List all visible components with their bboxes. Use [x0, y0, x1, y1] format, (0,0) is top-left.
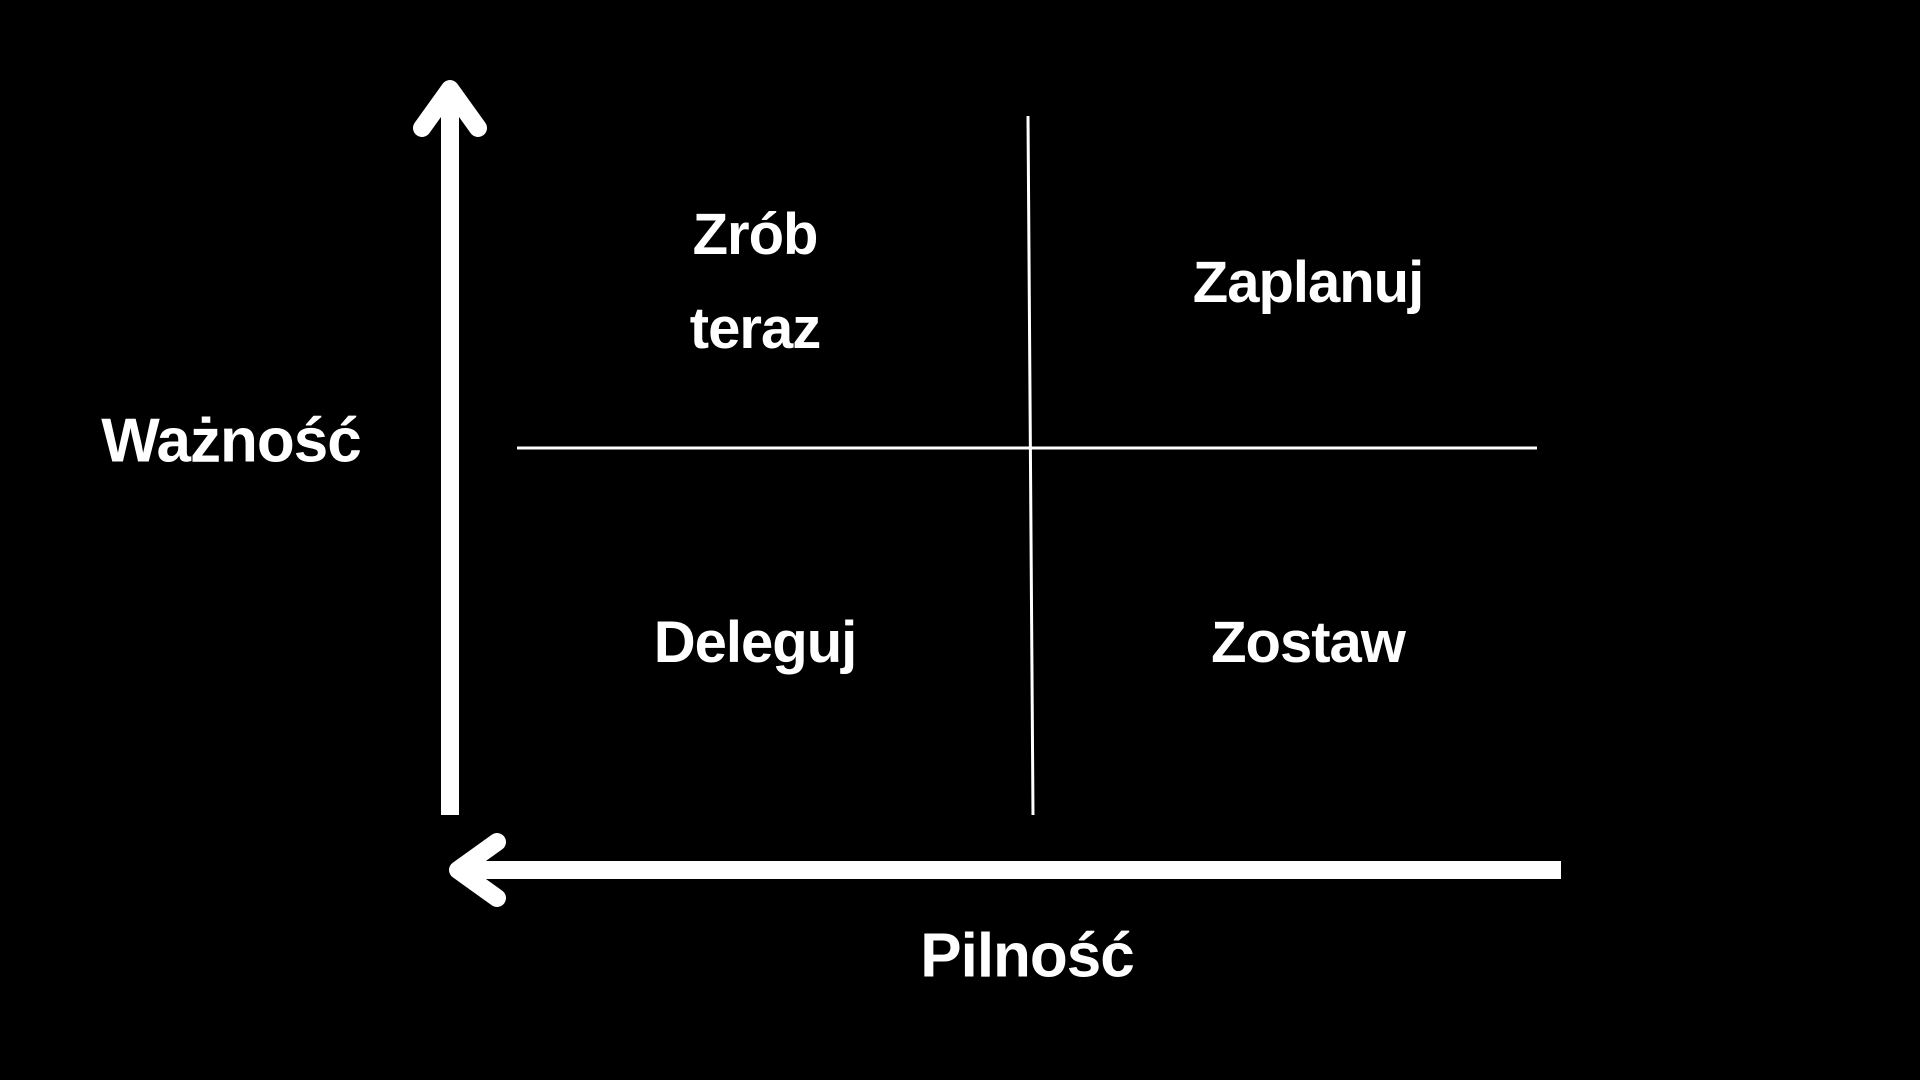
axis-label-urgency: Pilność [920, 921, 1135, 991]
quadrant-delegate: Deleguj [653, 610, 857, 675]
quadrant-do-now: Zrób teraz [689, 188, 821, 376]
vertical-axis-arrowhead [413, 80, 487, 137]
quadrant-do-now-line1: Zrób [692, 202, 819, 267]
axis-label-importance: Ważność [101, 406, 361, 476]
quadrant-schedule: Zaplanuj [1192, 250, 1424, 315]
quadrant-leave: Zostaw [1211, 610, 1406, 675]
quadrant-divider-vertical [1026, 115, 1035, 816]
horizontal-axis-arrowhead [449, 833, 506, 907]
quadrant-do-now-line2: teraz [689, 296, 821, 361]
